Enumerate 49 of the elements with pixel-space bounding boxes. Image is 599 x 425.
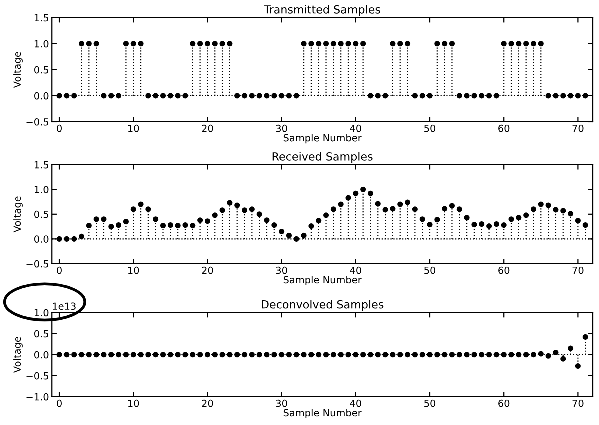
y-tick-label: 0.0 <box>34 92 49 100</box>
y-axis-title: Voltage <box>14 337 23 374</box>
x-tick-label: 10 <box>128 400 140 408</box>
y-tick-label: 1.0 <box>34 40 49 48</box>
x-tick-label: 60 <box>498 266 510 274</box>
x-tick-label: 20 <box>202 124 214 132</box>
x-tick-label: 50 <box>424 124 436 132</box>
text: 1e13 <box>53 302 76 310</box>
x-tick-label: 20 <box>202 400 214 408</box>
y-tick-label: 1.0 <box>34 186 49 194</box>
x-tick-label: 40 <box>350 266 362 274</box>
x-axis-title: Sample Number <box>284 409 362 419</box>
x-tick-label: 0 <box>57 266 62 274</box>
x-tick-label: 70 <box>572 400 584 408</box>
x-tick-label: 50 <box>424 400 436 408</box>
x-tick-label: 20 <box>202 266 214 274</box>
y-tick-label: 0.5 <box>34 210 48 218</box>
chart-title: Received Samples <box>272 152 373 164</box>
y-tick-label: −0.5 <box>26 260 48 268</box>
y-tick-label: 1.0 <box>34 309 49 317</box>
chart-title: Transmitted Samples <box>264 5 380 16</box>
y-tick-label: 0.5 <box>34 330 48 338</box>
y-tick-label: −0.5 <box>26 118 48 126</box>
y-axis-title: Voltage <box>14 196 23 233</box>
x-tick-label: 30 <box>276 124 288 132</box>
y-axis-title: Voltage <box>14 52 23 88</box>
x-tick-label: 10 <box>128 266 140 274</box>
x-tick-label: 30 <box>276 400 288 408</box>
x-tick-label: 70 <box>572 124 584 132</box>
x-tick-label: 10 <box>128 124 140 132</box>
y-tick-label: 1.5 <box>34 162 48 169</box>
x-tick-label: 60 <box>498 124 510 132</box>
x-tick-label: 50 <box>424 266 436 274</box>
x-axis-title: Sample Number <box>284 276 362 286</box>
y-tick-label: 0.5 <box>34 66 48 74</box>
y-tick-label: 1.5 <box>34 14 48 22</box>
x-tick-label: 40 <box>350 400 362 408</box>
x-axis-title: Sample Number <box>284 134 362 144</box>
y-tick-label: −0.5 <box>26 372 48 380</box>
x-tick-label: 60 <box>498 400 510 408</box>
x-tick-label: 0 <box>57 400 62 408</box>
x-tick-label: 70 <box>572 266 584 274</box>
x-tick-label: 40 <box>350 124 362 132</box>
y-tick-label: 0.0 <box>34 236 49 243</box>
y-tick-label: −1.0 <box>26 393 49 401</box>
y-tick-label: 0.0 <box>34 351 49 359</box>
x-tick-label: 0 <box>57 124 62 132</box>
chart-title: Deconvolved Samples <box>262 300 384 311</box>
x-tick-label: 30 <box>276 266 288 274</box>
